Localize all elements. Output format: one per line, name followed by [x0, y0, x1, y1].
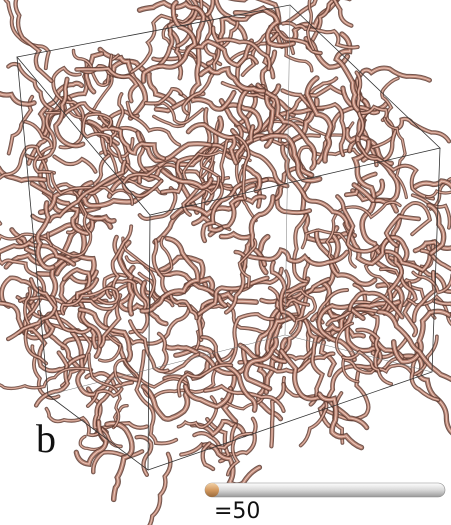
legend: =50 — [205, 483, 445, 524]
legend-cap — [205, 483, 219, 497]
vortex-tube — [1, 0, 49, 68]
vortex-tubes — [0, 0, 451, 525]
panel-label: b — [36, 416, 56, 461]
vortex-tube — [107, 423, 132, 499]
legend-label: =50 — [214, 499, 260, 524]
vortex-tube — [431, 170, 451, 209]
legend-tube — [205, 483, 445, 497]
figure: b =50 — [0, 0, 451, 525]
